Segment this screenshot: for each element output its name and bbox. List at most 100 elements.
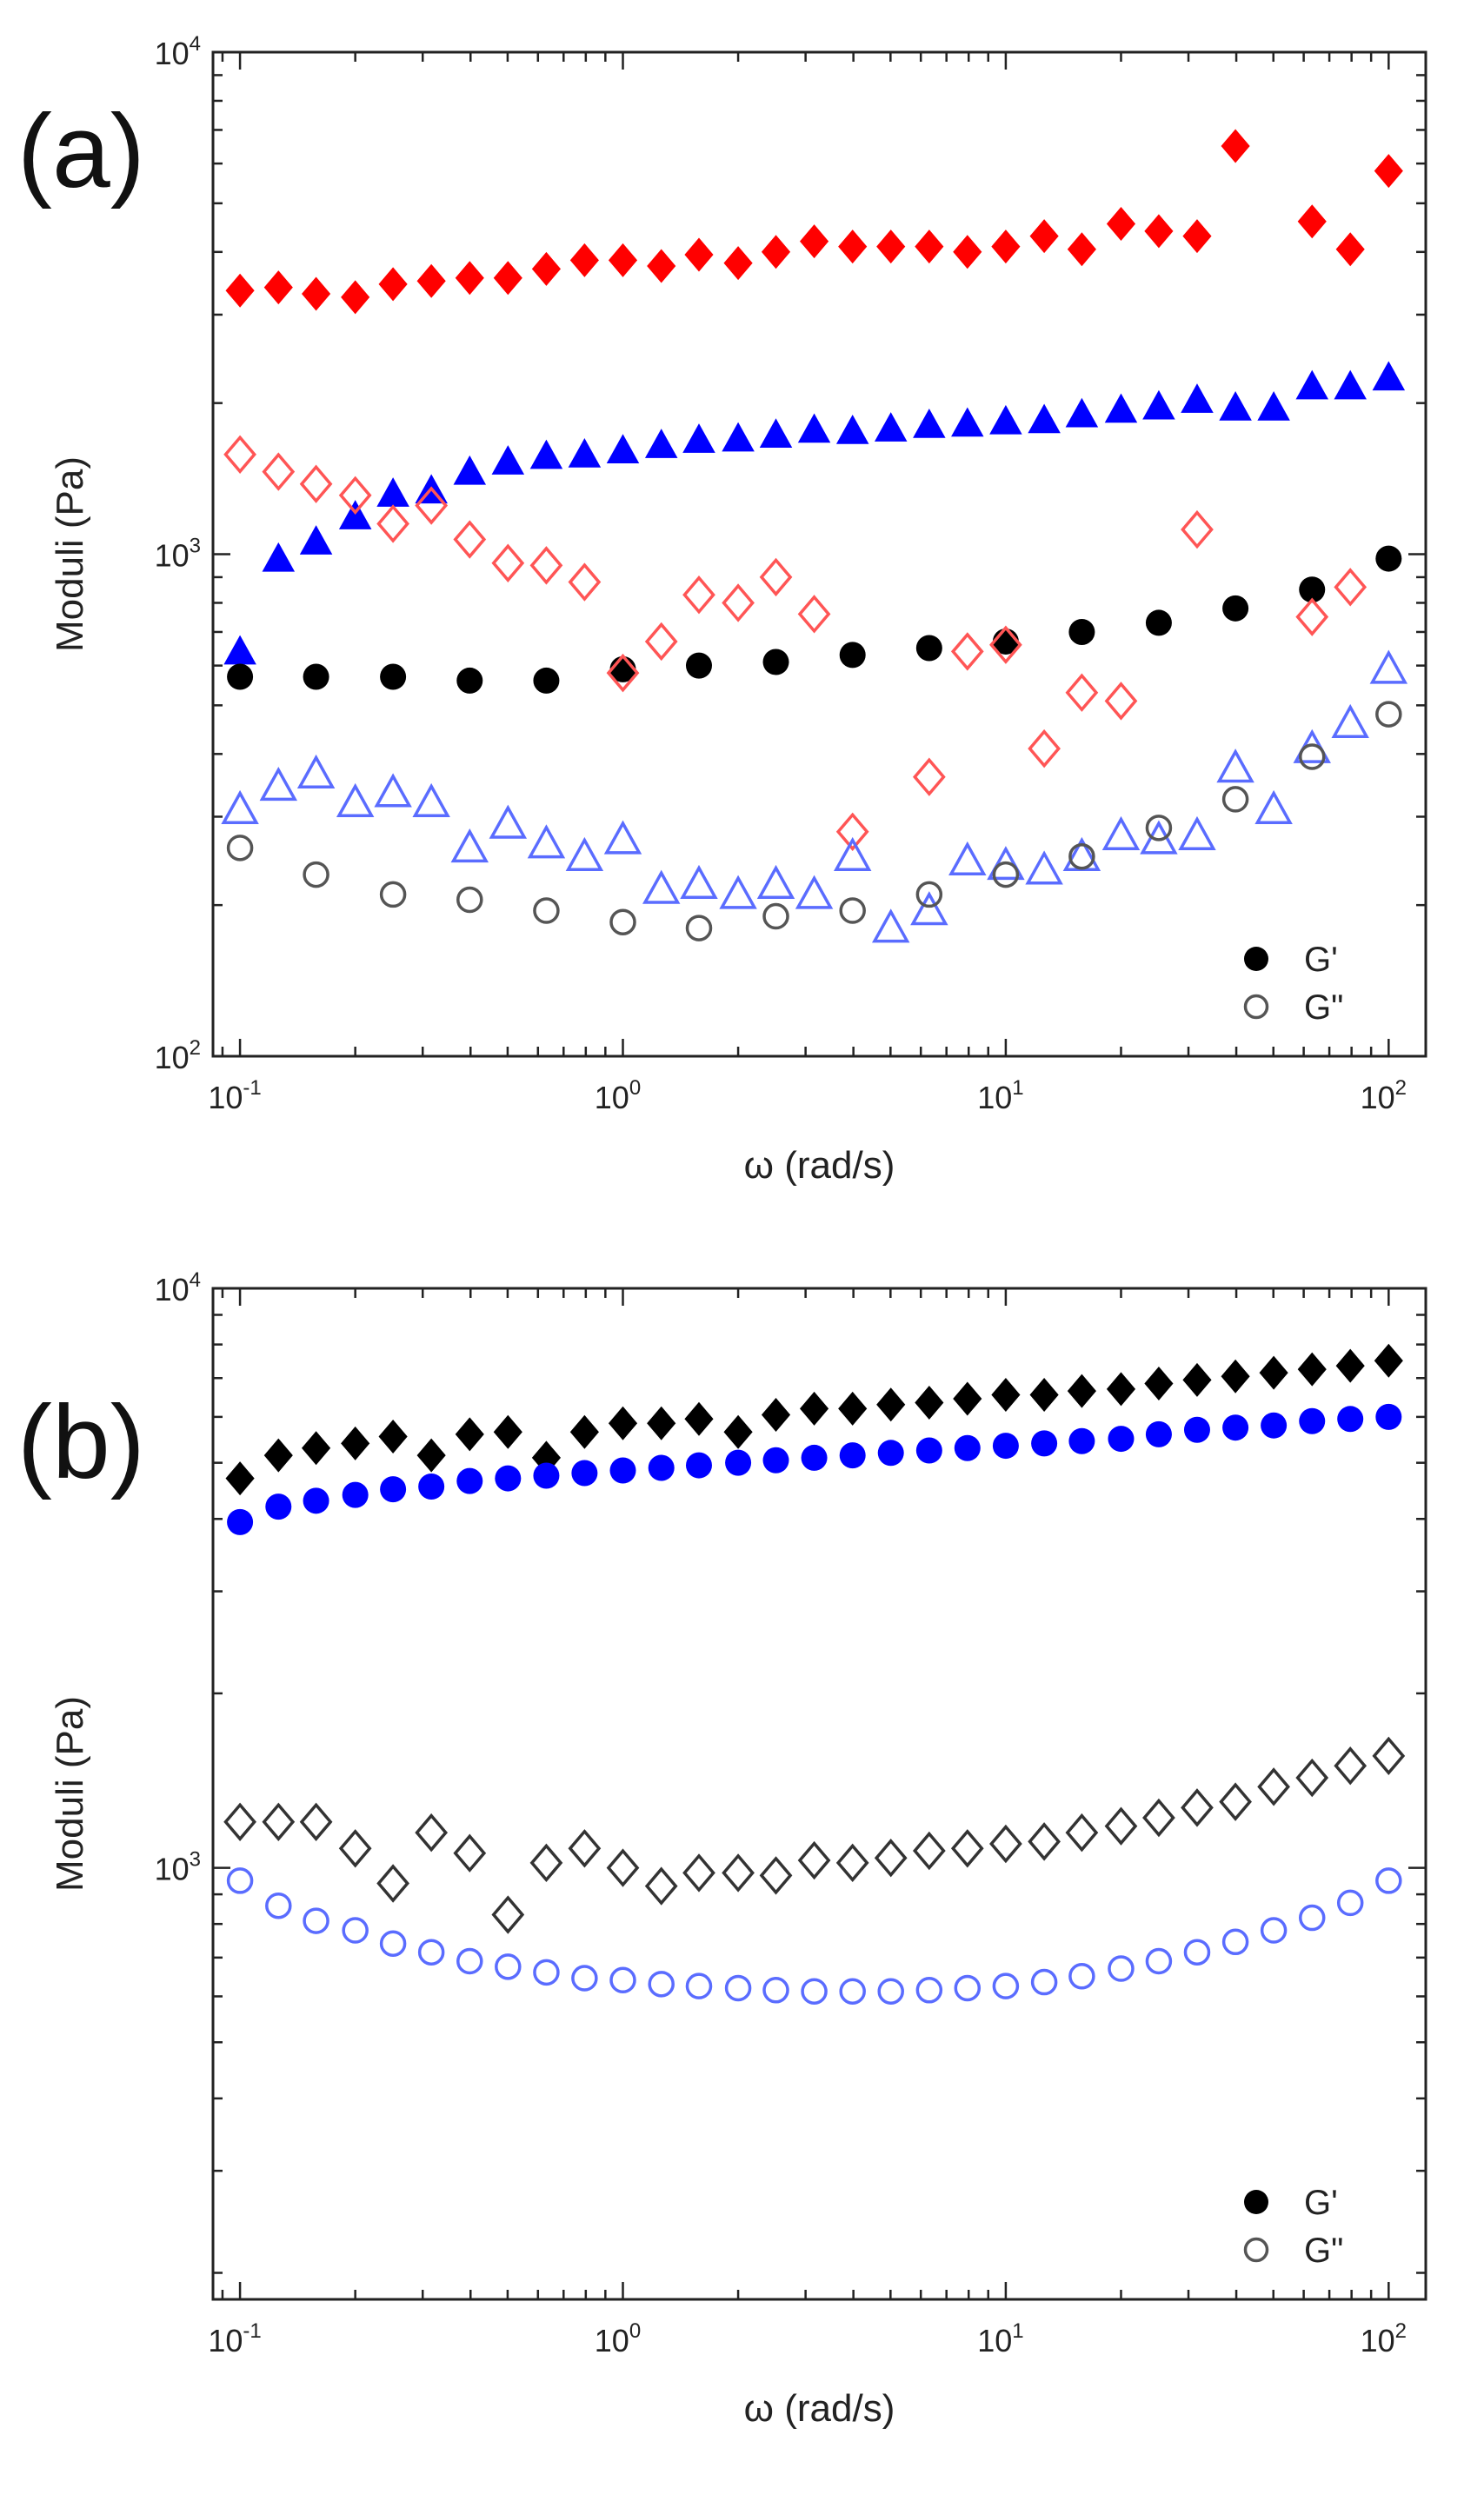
data-point: [450, 828, 489, 863]
data-point: [1337, 1406, 1364, 1433]
data-point: [1108, 1426, 1135, 1453]
x-axis-title: ω (rad/s): [744, 1144, 895, 1187]
data-point: [378, 267, 408, 302]
data-point: [1372, 1736, 1406, 1776]
data-point: [1299, 743, 1326, 770]
data-point: [1145, 609, 1172, 636]
y-tick-label-base: 10: [155, 1272, 190, 1307]
data-point: [950, 1829, 984, 1868]
data-point: [953, 1381, 982, 1416]
y-tick-label: 102: [155, 1036, 201, 1075]
y-tick-label: 104: [155, 32, 201, 71]
data-point: [991, 1377, 1021, 1412]
legend-marker: [1244, 947, 1268, 971]
data-point: [416, 263, 446, 298]
data-point: [341, 280, 370, 315]
data-point: [954, 1434, 981, 1461]
data-point: [529, 439, 563, 469]
data-point: [1144, 1367, 1174, 1401]
data-point: [795, 875, 834, 909]
data-point: [1260, 1917, 1288, 1944]
x-tick-label-exponent: 2: [1395, 1076, 1407, 1100]
data-point: [1295, 1758, 1329, 1798]
y-tick-label-exponent: 3: [190, 535, 201, 558]
data-point: [1028, 403, 1061, 434]
y-axis-ticks: [213, 1287, 1426, 2274]
data-point: [453, 520, 487, 559]
data-point: [759, 1856, 793, 1895]
data-point: [489, 804, 528, 839]
x-tick-label: 10-1: [208, 1076, 261, 1115]
data-point: [1375, 545, 1402, 572]
data-point: [1369, 649, 1408, 684]
x-tick-label-exponent: 1: [1012, 2319, 1023, 2343]
data-point: [1299, 576, 1326, 603]
data-point: [839, 1442, 866, 1469]
legend-label: G': [1304, 941, 1338, 979]
data-point: [1222, 1414, 1249, 1441]
data-point: [456, 1947, 483, 1975]
data-point: [415, 486, 449, 525]
data-point: [299, 464, 333, 503]
data-point: [722, 583, 755, 622]
data-point: [648, 1454, 675, 1481]
y-tick-label-base: 10: [155, 1852, 190, 1887]
y-tick-label: 104: [155, 1268, 201, 1307]
data-point: [609, 908, 636, 935]
data-point: [415, 1813, 449, 1853]
data-point: [1182, 1362, 1212, 1397]
legend: G' G": [1243, 941, 1343, 1027]
data-point: [1335, 232, 1365, 267]
data-point: [877, 1440, 904, 1467]
data-point: [303, 663, 329, 690]
plot-frame: [211, 1287, 1427, 2301]
data-point: [262, 452, 296, 491]
data-point: [1145, 815, 1173, 842]
data-point: [1104, 1806, 1138, 1846]
data-point: [1101, 815, 1141, 851]
y-tick-label-base: 10: [155, 1040, 190, 1075]
data-point: [227, 1508, 254, 1535]
data-point: [1028, 728, 1061, 768]
data-point: [531, 251, 562, 286]
data-point: [1108, 1955, 1135, 1982]
data-point: [296, 754, 336, 789]
data-point: [682, 1853, 715, 1893]
data-point: [759, 557, 793, 597]
x-tick-label: 101: [977, 1076, 1023, 1115]
data-point: [992, 861, 1020, 888]
data-point: [1261, 1412, 1288, 1439]
x-axis-ticks: [221, 1288, 1390, 2299]
data-point: [455, 261, 484, 296]
data-point: [685, 1972, 713, 1999]
data-point: [684, 1401, 714, 1436]
data-point: [871, 908, 910, 943]
data-point: [1178, 815, 1216, 851]
data-point: [948, 841, 987, 876]
data-point: [874, 412, 908, 442]
data-point: [221, 789, 259, 824]
data-point: [571, 1965, 598, 1992]
data-point: [1335, 1348, 1365, 1383]
data-point: [1374, 154, 1403, 189]
data-point: [1065, 673, 1099, 712]
series-g-black: [226, 701, 1402, 941]
data-point: [341, 1426, 370, 1460]
data-point: [1331, 703, 1369, 739]
legend-label: G": [1304, 988, 1343, 1027]
data-point: [1219, 1782, 1252, 1821]
data-point: [719, 875, 757, 909]
x-tick-label-exponent: 0: [629, 1076, 641, 1100]
data-point: [1181, 1788, 1214, 1827]
data-point: [991, 230, 1021, 264]
data-point: [1336, 1889, 1364, 1917]
data-point: [722, 422, 755, 452]
data-point: [1106, 1372, 1136, 1407]
data-point: [722, 1853, 755, 1893]
data-point: [223, 635, 256, 665]
data-point: [1068, 618, 1095, 645]
legend-marker: [1243, 994, 1269, 1020]
data-point: [1254, 789, 1293, 824]
y-tick-label-exponent: 3: [190, 1848, 201, 1872]
x-tick-label: 100: [595, 2319, 641, 2358]
